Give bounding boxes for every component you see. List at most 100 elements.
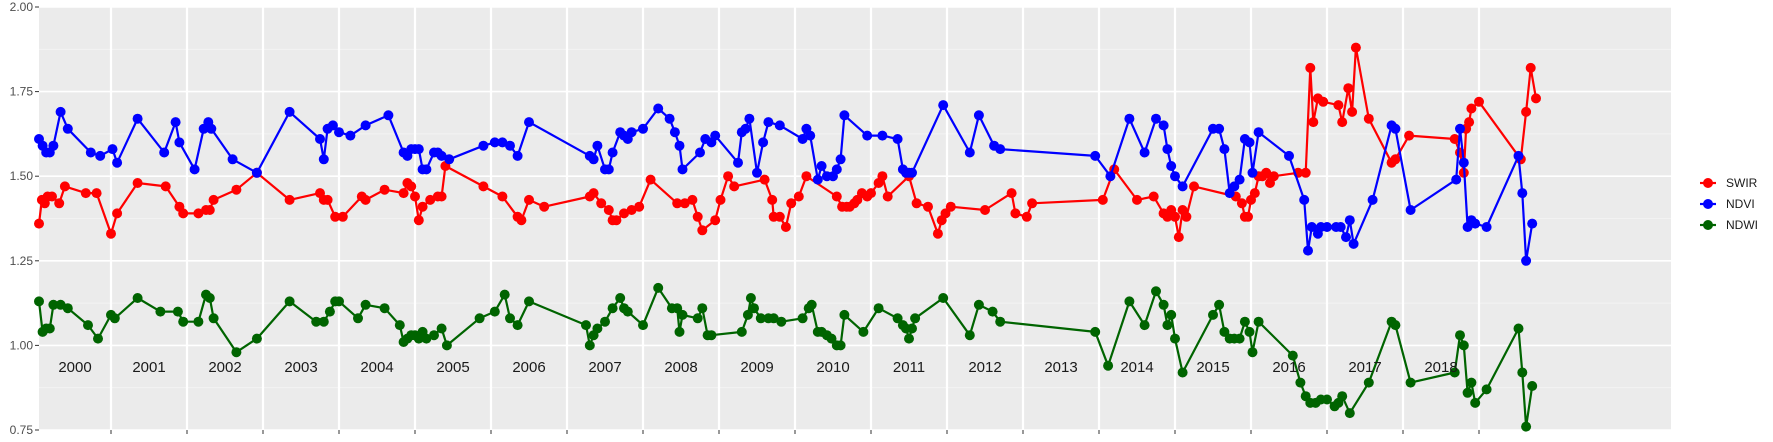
data-point-ndwi — [474, 313, 485, 324]
data-point-ndvi — [1253, 127, 1264, 138]
data-point-ndwi — [653, 282, 664, 293]
legend-label: SWIR — [1726, 176, 1758, 190]
data-point-ndvi — [677, 164, 688, 175]
data-point-swir — [516, 215, 527, 226]
data-point-swir — [413, 215, 424, 226]
year-label: 2014 — [1120, 359, 1153, 376]
data-point-ndvi — [674, 140, 685, 151]
data-point-ndwi — [421, 333, 432, 344]
data-point-ndvi — [1151, 113, 1161, 124]
data-point-swir — [1318, 96, 1329, 107]
data-point-swir — [980, 205, 990, 215]
data-point-ndvi — [1470, 218, 1481, 229]
data-point-swir — [619, 208, 629, 219]
legend-label: NDWI — [1726, 218, 1758, 232]
data-point-ndwi — [835, 340, 846, 351]
data-point-swir — [793, 191, 804, 202]
data-point-ndwi — [745, 293, 756, 303]
data-point-ndvi — [132, 113, 143, 124]
data-point-swir — [178, 208, 189, 219]
data-point-ndvi — [752, 167, 762, 178]
data-point-swir — [603, 205, 614, 215]
data-point-ndvi — [1229, 181, 1240, 192]
data-point-swir — [866, 188, 876, 199]
data-point-ndwi — [1170, 333, 1180, 344]
data-point-ndwi — [193, 316, 204, 327]
data-point-swir — [34, 218, 44, 229]
data-point-swir — [1347, 106, 1358, 117]
data-point-ndwi — [436, 323, 447, 334]
data-point-ndwi — [581, 320, 591, 331]
data-point-ndwi — [1151, 286, 1161, 297]
data-point-ndvi — [360, 120, 371, 131]
data-point-swir — [1404, 130, 1415, 141]
data-point-ndwi — [622, 306, 633, 317]
data-point-ndvi — [907, 167, 917, 178]
data-point-swir — [945, 201, 956, 212]
year-label: 2006 — [512, 359, 545, 376]
data-point-ndwi — [172, 306, 183, 317]
data-point-swir — [337, 211, 348, 222]
data-point-swir — [1449, 134, 1460, 144]
year-label: 2007 — [588, 359, 621, 376]
year-label: 2000 — [58, 359, 91, 376]
data-point-ndwi — [512, 320, 523, 331]
data-point-ndvi — [251, 167, 262, 178]
data-point-ndwi — [1244, 326, 1255, 337]
data-point-swir — [596, 198, 607, 209]
year-label: 2003 — [284, 359, 317, 376]
year-label: 2012 — [968, 359, 1001, 376]
data-point-ndwi — [178, 316, 189, 327]
data-point-ndwi — [1462, 387, 1473, 398]
data-point-ndvi — [1162, 144, 1173, 155]
data-point-ndvi — [170, 117, 181, 128]
data-point-ndvi — [107, 144, 118, 155]
data-point-ndvi — [345, 130, 356, 141]
data-point-ndwi — [1455, 330, 1465, 341]
data-point-ndwi — [1449, 367, 1460, 378]
data-point-ndwi — [839, 309, 850, 320]
data-point-swir — [330, 211, 341, 222]
data-point-ndvi — [174, 137, 185, 148]
data-point-ndwi — [1139, 320, 1150, 331]
data-point-ndvi — [964, 147, 975, 158]
data-point-ndwi — [776, 316, 787, 327]
data-point-ndwi — [441, 340, 452, 351]
data-point-ndvi — [653, 103, 664, 114]
data-point-swir — [1027, 198, 1038, 209]
data-point-ndvi — [524, 117, 534, 128]
data-point-swir — [831, 191, 842, 202]
data-point-ndwi — [806, 299, 817, 310]
data-point-ndvi — [774, 120, 785, 131]
year-label: 2004 — [360, 359, 393, 376]
data-point-ndvi — [1170, 171, 1180, 182]
data-point-ndvi — [1481, 222, 1492, 232]
data-point-swir — [1010, 208, 1021, 219]
data-point-swir — [645, 174, 656, 185]
data-point-ndwi — [1344, 408, 1355, 419]
data-point-swir — [1531, 93, 1541, 104]
data-point-swir — [882, 191, 893, 202]
data-point-swir — [672, 198, 683, 209]
data-point-ndwi — [1481, 384, 1492, 395]
data-point-ndvi — [444, 154, 455, 165]
data-point-ndwi — [1295, 377, 1306, 388]
year-label: 2018 — [1424, 359, 1457, 376]
data-point-swir — [497, 191, 508, 202]
data-point-swir — [687, 194, 698, 205]
data-point-swir — [231, 184, 242, 195]
data-point-ndvi — [1247, 167, 1258, 178]
y-tick-label: 2.00 — [10, 0, 34, 14]
data-point-ndwi — [360, 299, 371, 310]
data-point-swir — [59, 181, 70, 192]
data-point-ndwi — [1390, 320, 1401, 331]
data-point-ndwi — [132, 293, 143, 303]
data-point-ndvi — [1367, 194, 1378, 205]
data-point-ndvi — [1322, 222, 1332, 232]
x-axis — [110, 430, 1480, 434]
data-point-ndwi — [904, 333, 914, 344]
data-point-ndvi — [835, 154, 846, 165]
data-point-ndvi — [85, 147, 96, 158]
data-point-swir — [1350, 42, 1361, 53]
